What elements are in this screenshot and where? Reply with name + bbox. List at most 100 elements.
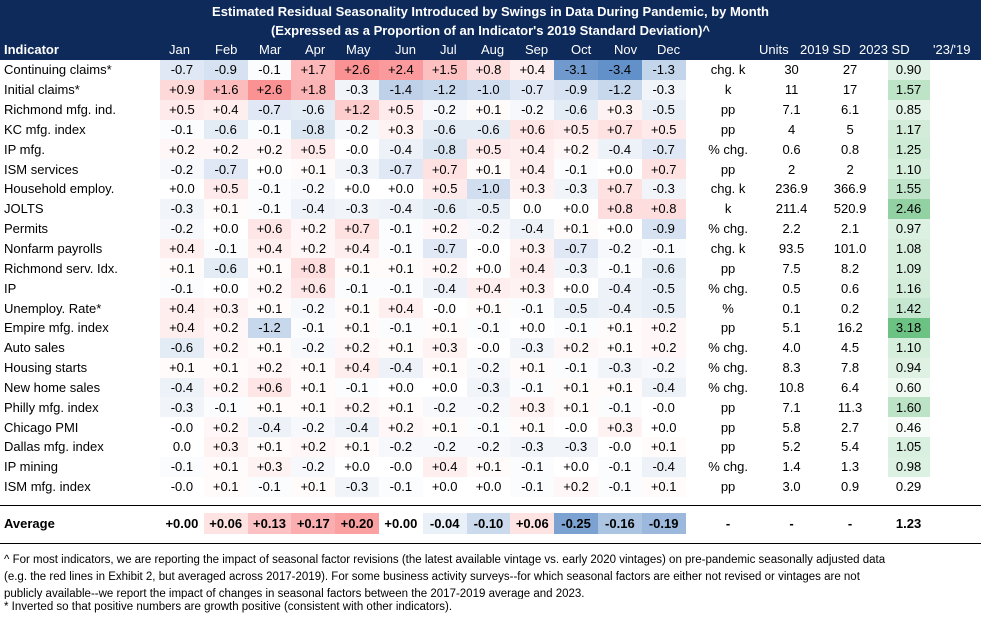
average-sd-2019-cell: - xyxy=(789,516,794,531)
month-value-cell: -0.3 xyxy=(335,159,379,180)
sd-2019-cell: 0.5 xyxy=(782,280,801,296)
month-value-cell: -0.2 xyxy=(160,159,204,180)
month-value-cell: -0.1 xyxy=(510,377,555,398)
indicator-name: Philly mfg. index xyxy=(4,399,99,415)
month-value-cell: +0.2 xyxy=(291,437,336,457)
month-value-cell: -0.2 xyxy=(378,437,423,457)
month-value-cell: +0.1 xyxy=(597,317,642,338)
month-value-cell: -0.1 xyxy=(378,476,423,497)
month-value-cell: +0.0 xyxy=(466,476,511,497)
average-month-cell: -0.19 xyxy=(641,513,686,534)
average-month-cell: +0.06 xyxy=(510,513,555,534)
month-value-cell: +0.2 xyxy=(203,317,248,338)
month-value-cell: -0.7 xyxy=(247,99,292,120)
month-value-cell: +0.8 xyxy=(597,198,642,219)
month-value-cell: -0.0 xyxy=(554,417,598,438)
month-value-cell: +0.0 xyxy=(335,456,379,477)
sd-2023-cell: 0.2 xyxy=(841,300,860,316)
table-row: KC mfg. index -0.1 -0.6 -0.1 -0.8 -0.2 +0.3 -0.… xyxy=(0,119,930,140)
month-value-cell: -0.5 xyxy=(641,99,686,120)
month-value-cell: -0.9 xyxy=(203,60,248,80)
units-cell: % chg. xyxy=(708,280,748,296)
month-value-cell: +0.1 xyxy=(422,417,467,438)
month-value-cell: +0.1 xyxy=(378,258,423,279)
month-value-cell: -0.7 xyxy=(554,238,598,259)
month-value-cell: -3.1 xyxy=(554,60,598,80)
month-value-cell: -0.1 xyxy=(597,258,642,279)
month-value-cell: +1.8 xyxy=(291,79,336,100)
month-value-cell: +0.3 xyxy=(510,278,555,299)
header-units: Units xyxy=(759,42,789,57)
month-value-cell: -0.9 xyxy=(554,79,598,100)
month-value-cell: +0.1 xyxy=(291,357,336,378)
month-value-cell: +0.3 xyxy=(510,179,555,199)
month-value-cell: -0.0 xyxy=(378,456,423,477)
units-cell: % chg. xyxy=(708,340,748,356)
month-value-cell: -0.0 xyxy=(160,417,204,438)
month-value-cell: -0.2 xyxy=(597,238,642,259)
month-value-cell: -0.1 xyxy=(247,179,292,199)
month-value-cell: +2.6 xyxy=(335,60,379,80)
ratio-cell: 0.85 xyxy=(887,99,930,120)
month-value-cell: +0.4 xyxy=(510,159,555,180)
average-month-cell: +0.00 xyxy=(378,513,423,534)
units-cell: pp xyxy=(720,161,736,177)
month-value-cell: +0.1 xyxy=(203,357,248,378)
month-value-cell: +0.2 xyxy=(335,397,379,418)
month-value-cell: -0.3 xyxy=(335,198,379,219)
indicator-name: IP xyxy=(4,280,17,296)
month-value-cell: +0.2 xyxy=(554,337,598,358)
month-value-cell: -0.3 xyxy=(160,198,204,219)
table-row: Richmond serv. Idx. +0.1 -0.6 +0.1 +0.8 +0.1 +… xyxy=(0,258,930,279)
month-value-cell: +0.1 xyxy=(510,357,555,378)
average-month-cell: +0.06 xyxy=(203,513,248,534)
month-value-cell: -0.6 xyxy=(422,198,467,219)
month-value-cell: +0.1 xyxy=(554,218,598,239)
sd-2023-cell: 2 xyxy=(846,161,854,177)
month-value-cell: +0.1 xyxy=(597,377,642,398)
month-value-cell: +0.1 xyxy=(554,377,598,398)
month-value-cell: +0.0 xyxy=(203,218,248,239)
month-value-cell: -0.1 xyxy=(160,456,204,477)
sd-2023-cell: 8.2 xyxy=(841,260,860,276)
month-value-cell: +0.2 xyxy=(291,218,336,239)
month-value-cell: -0.0 xyxy=(422,298,467,318)
month-value-cell: -0.4 xyxy=(641,456,686,477)
average-units-cell: - xyxy=(725,516,731,531)
month-value-cell: -0.4 xyxy=(378,139,423,160)
average-row: Average +0.00 +0.06 +0.13 +0.17 +0.20 +0.00 -0.… xyxy=(0,513,930,534)
header-month-jul: Jul xyxy=(440,42,457,57)
month-value-cell: -0.5 xyxy=(641,278,686,299)
month-value-cell: +0.4 xyxy=(510,258,555,279)
month-value-cell: +0.0 xyxy=(597,218,642,239)
month-value-cell: +0.0 xyxy=(160,179,204,199)
average-table: Average +0.00 +0.06 +0.13 +0.17 +0.20 +0.00 -0.… xyxy=(0,513,930,534)
month-value-cell: +0.4 xyxy=(160,317,204,338)
indicator-name: Housing starts xyxy=(4,360,88,376)
indicator-name: Dallas mfg. index xyxy=(4,439,104,455)
sd-2019-cell: 0.1 xyxy=(782,300,801,316)
ratio-cell: 0.60 xyxy=(887,377,930,398)
month-value-cell: +0.0 xyxy=(466,258,511,279)
month-value-cell: +0.2 xyxy=(422,258,467,279)
month-value-cell: +0.7 xyxy=(597,119,642,140)
ratio-cell: 2.46 xyxy=(887,198,930,219)
average-ratio-cell: 1.23 xyxy=(895,516,922,531)
month-value-cell: -0.4 xyxy=(597,139,642,160)
units-cell: chg. k xyxy=(710,181,746,197)
header-ratio: '23/'19 xyxy=(933,42,971,57)
month-value-cell: -0.6 xyxy=(641,258,686,279)
month-value-cell: +0.1 xyxy=(335,298,379,318)
month-value-cell: +0.7 xyxy=(597,179,642,199)
month-value-cell: -0.3 xyxy=(641,79,686,100)
month-value-cell: -0.1 xyxy=(378,278,423,299)
indicator-name: Household employ. xyxy=(4,181,115,197)
ratio-cell: 1.60 xyxy=(887,397,930,418)
month-value-cell: +0.0 xyxy=(203,278,248,299)
average-sd-2023-cell: - xyxy=(847,516,853,531)
month-value-cell: -0.3 xyxy=(554,258,598,279)
month-value-cell: +0.1 xyxy=(291,476,336,497)
table-row: Housing starts +0.1 +0.1 +0.2 +0.1 +0.4 -0.4 +0… xyxy=(0,357,930,378)
sd-2023-cell: 5.4 xyxy=(841,439,860,455)
sd-2019-cell: 7.1 xyxy=(782,102,801,118)
